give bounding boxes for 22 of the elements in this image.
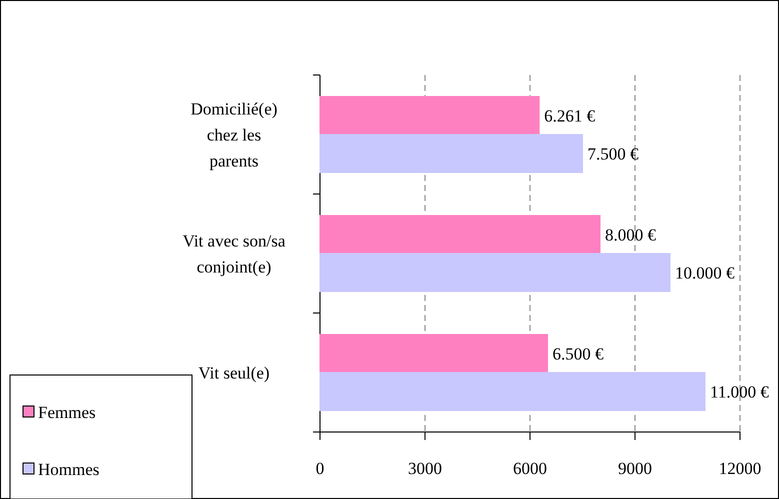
legend-label: Hommes xyxy=(38,460,100,479)
y-tick-label: Domicilié(e) chez les parents xyxy=(190,99,278,170)
x-tick-label: 6000 xyxy=(513,459,547,478)
data-label: 8.000 € xyxy=(605,225,656,244)
bar xyxy=(320,253,670,292)
data-label: 6.500 € xyxy=(552,344,604,364)
bar xyxy=(320,215,600,254)
x-tick-label: 12000 xyxy=(718,459,762,478)
y-tick-label: Vit seul(e) xyxy=(198,363,270,382)
x-tick-label: 0 xyxy=(316,459,324,478)
bar xyxy=(320,96,540,135)
bar xyxy=(320,372,706,411)
bar xyxy=(320,134,583,173)
data-label: 11.000 € xyxy=(710,382,770,402)
bar xyxy=(320,334,548,373)
x-tick-label: 3000 xyxy=(408,459,442,478)
data-label: 10.000 € xyxy=(675,263,735,282)
legend-label: Femmes xyxy=(38,402,96,422)
data-label: 6.261 € xyxy=(544,106,596,126)
y-tick-label: Vit avec son/sa conjoint(e) xyxy=(182,231,286,276)
x-tick-label: 9000 xyxy=(618,459,652,478)
data-label: 7.500 € xyxy=(588,144,639,164)
